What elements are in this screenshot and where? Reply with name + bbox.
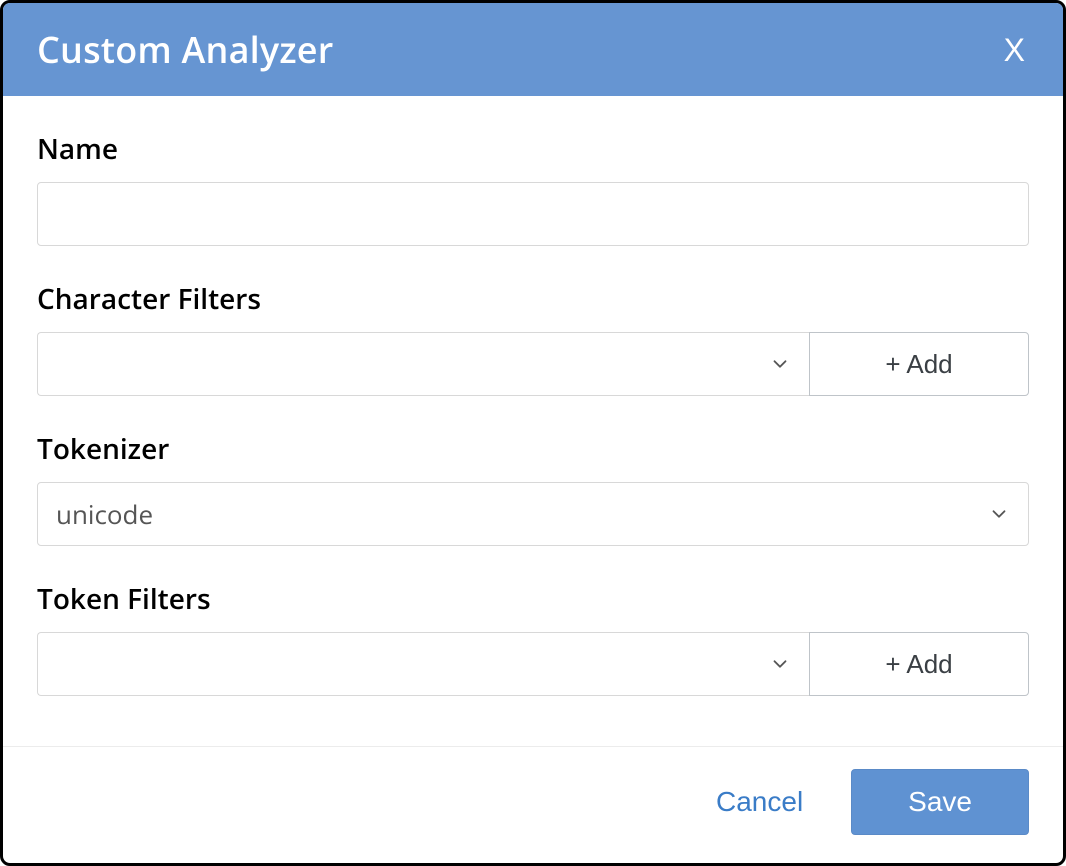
token-filters-label: Token Filters <box>37 580 1029 618</box>
cancel-button[interactable]: Cancel <box>712 778 807 826</box>
tokenizer-label: Tokenizer <box>37 430 1029 468</box>
token-filters-row: + Add <box>37 632 1029 696</box>
tokenizer-value: unicode <box>56 496 153 532</box>
modal-title: Custom Analyzer <box>37 25 333 74</box>
modal-body: Name Character Filters + Add Tokenizer u… <box>3 96 1063 746</box>
tokenizer-field-group: Tokenizer unicode <box>37 430 1029 546</box>
character-filters-label: Character Filters <box>37 280 1029 318</box>
character-filters-select[interactable] <box>37 332 809 396</box>
chevron-down-icon <box>769 653 791 675</box>
chevron-down-icon <box>988 503 1010 525</box>
chevron-down-icon <box>769 353 791 375</box>
custom-analyzer-modal: Custom Analyzer X Name Character Filters… <box>0 0 1066 866</box>
tokenizer-select[interactable]: unicode <box>37 482 1029 546</box>
modal-footer: Cancel Save <box>3 746 1063 863</box>
name-field-group: Name <box>37 130 1029 246</box>
save-button[interactable]: Save <box>851 769 1029 835</box>
name-label: Name <box>37 130 1029 168</box>
character-filters-add-button[interactable]: + Add <box>809 332 1029 396</box>
close-button[interactable]: X <box>1000 34 1029 66</box>
token-filters-select[interactable] <box>37 632 809 696</box>
name-input[interactable] <box>37 182 1029 246</box>
character-filters-row: + Add <box>37 332 1029 396</box>
token-filters-add-button[interactable]: + Add <box>809 632 1029 696</box>
character-filters-field-group: Character Filters + Add <box>37 280 1029 396</box>
token-filters-field-group: Token Filters + Add <box>37 580 1029 696</box>
modal-header: Custom Analyzer X <box>3 3 1063 96</box>
